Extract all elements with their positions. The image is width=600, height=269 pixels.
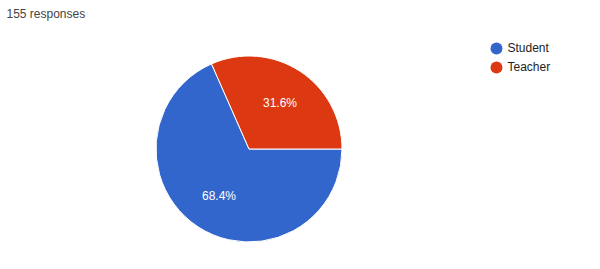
svg-text:155 responses: 155 responses xyxy=(7,7,86,21)
svg-text:Student: Student xyxy=(508,41,550,55)
svg-text:68.4%: 68.4% xyxy=(202,189,236,203)
svg-text:Teacher: Teacher xyxy=(508,60,551,74)
svg-text:31.6%: 31.6% xyxy=(263,96,297,110)
